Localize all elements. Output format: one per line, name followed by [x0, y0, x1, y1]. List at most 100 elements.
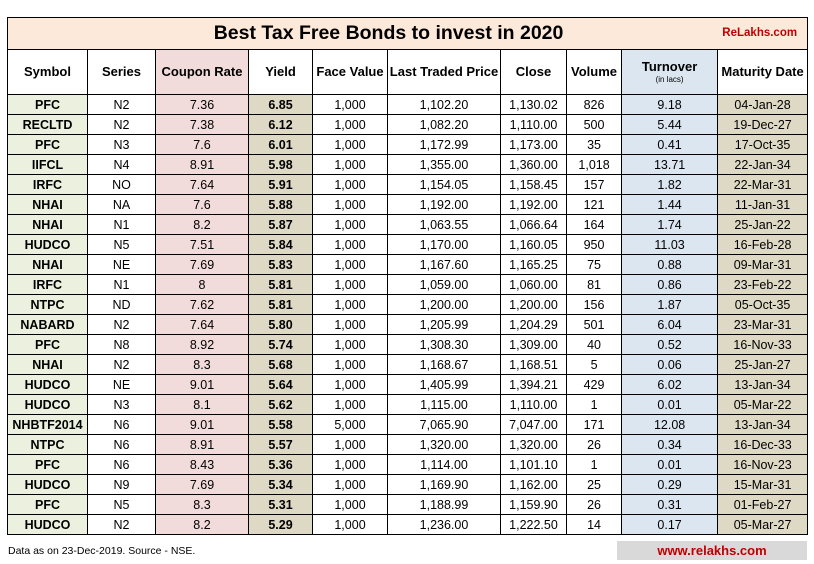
cell-last-traded-price: 1,102.20	[387, 94, 501, 115]
cell-turnover: 0.86	[621, 274, 719, 295]
cell-coupon-rate: 7.6	[155, 194, 249, 215]
col-header-symbol: Symbol	[7, 49, 88, 95]
cell-yield: 5.74	[248, 334, 313, 355]
cell-close: 1,160.05	[500, 234, 567, 255]
cell-symbol: HUDCO	[7, 514, 88, 535]
cell-coupon-rate: 7.62	[155, 294, 249, 315]
cell-turnover: 1.82	[621, 174, 719, 195]
cell-turnover: 0.17	[621, 514, 719, 535]
cell-yield: 5.87	[248, 214, 313, 235]
cell-volume: 121	[565, 194, 623, 215]
turnover-label: Turnover	[641, 59, 698, 74]
cell-last-traded-price: 1,114.00	[387, 454, 501, 475]
cell-close: 1,360.00	[500, 154, 567, 175]
cell-turnover: 1.74	[621, 214, 719, 235]
cell-close: 1,066.64	[500, 214, 567, 235]
cell-face-value: 1,000	[312, 214, 388, 235]
cell-close: 1,165.25	[500, 254, 567, 275]
cell-coupon-rate: 8.3	[155, 354, 249, 375]
cell-yield: 6.85	[248, 94, 313, 115]
cell-maturity-date: 11-Jan-31	[717, 194, 809, 215]
col-header-turnover: Turnover (in lacs)	[621, 49, 719, 95]
cell-yield: 5.62	[248, 394, 313, 415]
table-row: NHAI N2 8.3 5.68 1,000 1,168.67 1,168.51 5 0.06 2…	[7, 354, 809, 375]
cell-symbol: NABARD	[7, 314, 88, 335]
cell-turnover: 6.02	[621, 374, 719, 395]
cell-close: 1,222.50	[500, 514, 567, 535]
cell-coupon-rate: 8.2	[155, 214, 249, 235]
cell-turnover: 6.04	[621, 314, 719, 335]
cell-face-value: 1,000	[312, 134, 388, 155]
cell-volume: 26	[565, 434, 623, 455]
cell-series: N1	[87, 214, 156, 235]
table-body: PFC N2 7.36 6.85 1,000 1,102.20 1,130.02 826 9.1…	[7, 94, 809, 535]
cell-yield: 5.81	[248, 274, 313, 295]
cell-turnover: 5.44	[621, 114, 719, 135]
col-header-last-traded-price: Last Traded Price	[387, 49, 501, 95]
table-row: NABARD N2 7.64 5.80 1,000 1,205.99 1,204.29 501…	[7, 314, 809, 335]
cell-yield: 5.98	[248, 154, 313, 175]
cell-turnover: 0.34	[621, 434, 719, 455]
cell-close: 1,320.00	[500, 434, 567, 455]
cell-close: 1,162.00	[500, 474, 567, 495]
table-row: NTPC N6 8.91 5.57 1,000 1,320.00 1,320.00 26 0.3…	[7, 434, 809, 455]
cell-turnover: 1.87	[621, 294, 719, 315]
cell-series: N3	[87, 394, 156, 415]
cell-face-value: 1,000	[312, 234, 388, 255]
cell-volume: 35	[565, 134, 623, 155]
cell-volume: 1,018	[565, 154, 623, 175]
cell-coupon-rate: 8.43	[155, 454, 249, 475]
cell-volume: 501	[565, 314, 623, 335]
cell-maturity-date: 13-Jan-34	[717, 374, 809, 395]
cell-yield: 5.80	[248, 314, 313, 335]
sheet-title: Best Tax Free Bonds to invest in 2020	[155, 17, 622, 50]
data-source-note: Data as on 23-Dec-2019. Source - NSE.	[8, 545, 196, 557]
cell-close: 7,047.00	[500, 414, 567, 435]
cell-face-value: 1,000	[312, 254, 388, 275]
cell-volume: 156	[565, 294, 623, 315]
cell-last-traded-price: 1,236.00	[387, 514, 501, 535]
brand-label: ReLakhs.com	[621, 17, 809, 50]
cell-face-value: 1,000	[312, 454, 388, 475]
cell-turnover: 0.31	[621, 494, 719, 515]
cell-turnover: 1.44	[621, 194, 719, 215]
cell-maturity-date: 04-Jan-28	[717, 94, 809, 115]
cell-yield: 5.36	[248, 454, 313, 475]
cell-yield: 5.57	[248, 434, 313, 455]
table-row: PFC N2 7.36 6.85 1,000 1,102.20 1,130.02 826 9.1…	[7, 94, 809, 115]
table-row: PFC N3 7.6 6.01 1,000 1,172.99 1,173.00 35 0.41 1…	[7, 134, 809, 155]
cell-face-value: 1,000	[312, 394, 388, 415]
website-link[interactable]: www.relakhs.com	[617, 541, 807, 560]
cell-turnover: 0.01	[621, 394, 719, 415]
cell-symbol: NHAI	[7, 214, 88, 235]
cell-series: N3	[87, 134, 156, 155]
table-row: RECLTD N2 7.38 6.12 1,000 1,082.20 1,110.00 500…	[7, 114, 809, 135]
table-row: NHAI N1 8.2 5.87 1,000 1,063.55 1,066.64 164 1.7…	[7, 214, 809, 235]
cell-volume: 1	[565, 394, 623, 415]
cell-coupon-rate: 7.38	[155, 114, 249, 135]
cell-volume: 14	[565, 514, 623, 535]
cell-turnover: 9.18	[621, 94, 719, 115]
cell-maturity-date: 16-Nov-23	[717, 454, 809, 475]
cell-face-value: 1,000	[312, 354, 388, 375]
cell-maturity-date: 16-Feb-28	[717, 234, 809, 255]
col-header-coupon-rate: Coupon Rate	[155, 49, 249, 95]
cell-symbol: PFC	[7, 454, 88, 475]
cell-symbol: NHAI	[7, 254, 88, 275]
cell-yield: 5.31	[248, 494, 313, 515]
cell-series: N2	[87, 514, 156, 535]
cell-coupon-rate: 7.69	[155, 474, 249, 495]
cell-volume: 157	[565, 174, 623, 195]
cell-maturity-date: 16-Dec-33	[717, 434, 809, 455]
cell-series: N2	[87, 314, 156, 335]
table-row: PFC N8 8.92 5.74 1,000 1,308.30 1,309.00 40 0.52…	[7, 334, 809, 355]
cell-maturity-date: 25-Jan-27	[717, 354, 809, 375]
cell-maturity-date: 05-Mar-27	[717, 514, 809, 535]
cell-yield: 6.12	[248, 114, 313, 135]
cell-last-traded-price: 1,167.60	[387, 254, 501, 275]
cell-coupon-rate: 7.64	[155, 174, 249, 195]
cell-last-traded-price: 1,063.55	[387, 214, 501, 235]
cell-series: N1	[87, 274, 156, 295]
cell-turnover: 0.41	[621, 134, 719, 155]
cell-symbol: PFC	[7, 334, 88, 355]
